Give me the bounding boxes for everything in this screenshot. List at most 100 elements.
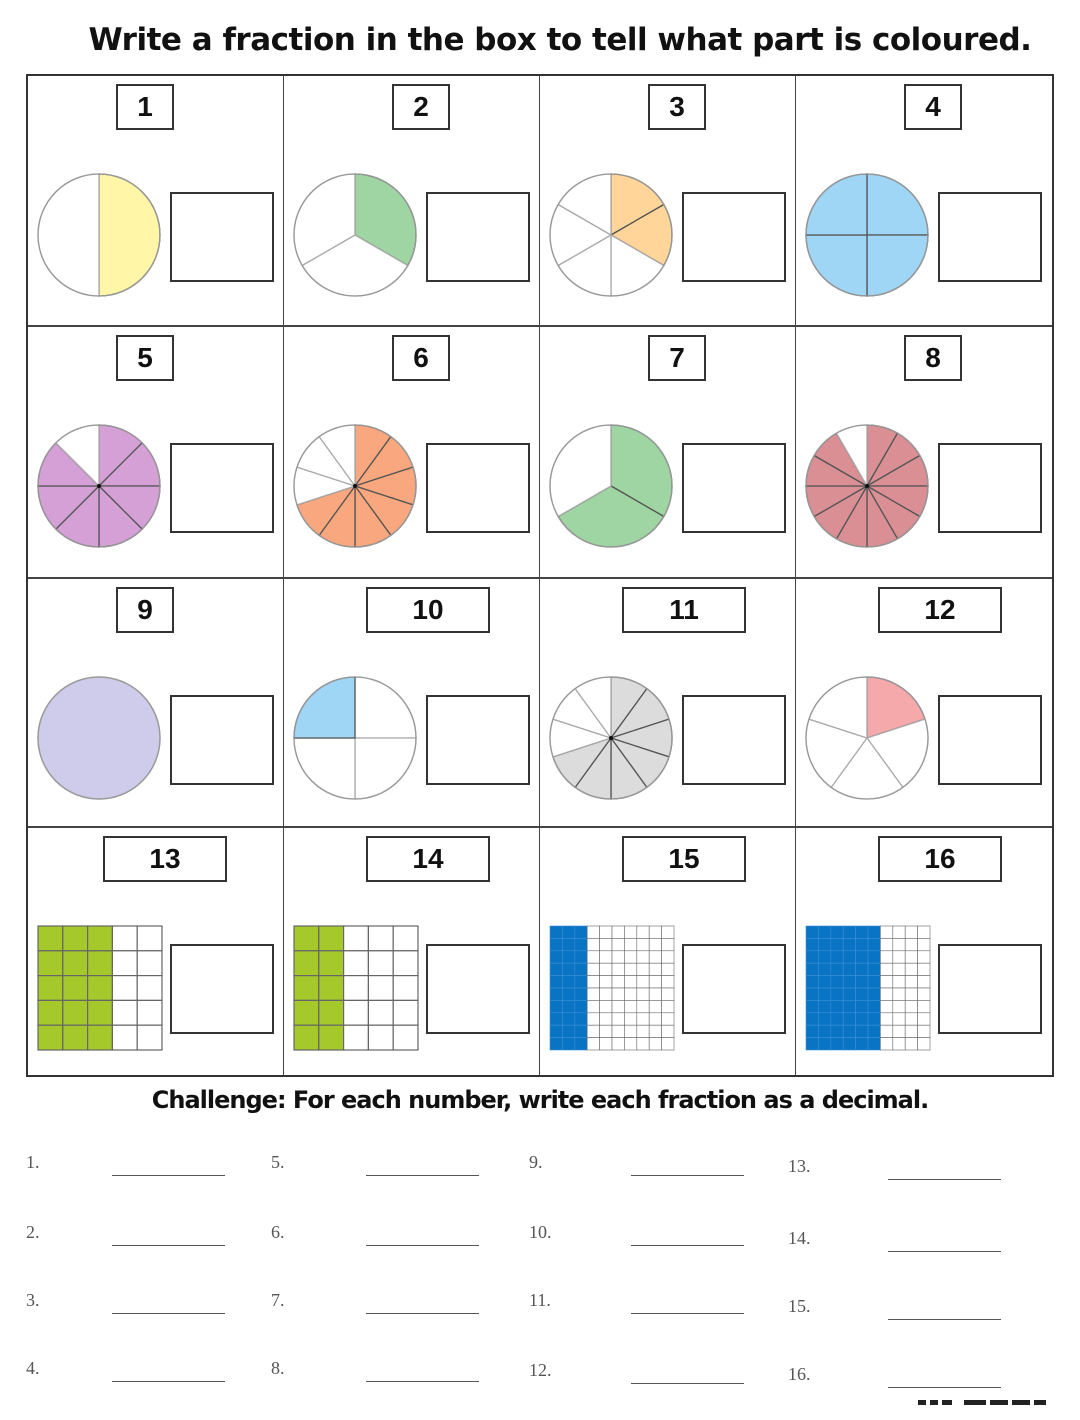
decimal-answer-line[interactable]: [366, 1245, 479, 1246]
square: [892, 975, 906, 989]
square: [586, 1012, 600, 1026]
answer-box[interactable]: [426, 695, 530, 785]
square: [392, 1024, 419, 1051]
square: [611, 950, 625, 964]
square: [611, 987, 625, 1001]
square: [917, 1012, 931, 1026]
colored-square: [62, 1024, 89, 1051]
colored-square: [830, 950, 844, 964]
decimal-answer-line[interactable]: [366, 1381, 479, 1382]
colored-square: [867, 962, 881, 976]
decimal-answer-line[interactable]: [888, 1251, 1001, 1252]
colored-square: [562, 1012, 576, 1026]
answer-box[interactable]: [170, 443, 274, 533]
colored-square: [805, 987, 819, 1001]
decimal-answer-line[interactable]: [112, 1175, 225, 1176]
answer-box[interactable]: [682, 192, 786, 282]
square: [661, 1000, 675, 1014]
decimal-answer-line[interactable]: [366, 1175, 479, 1176]
colored-square: [842, 1012, 856, 1026]
decimal-answer-line[interactable]: [366, 1313, 479, 1314]
decimal-answer-line[interactable]: [631, 1245, 744, 1246]
colored-square: [549, 1024, 563, 1038]
decimal-answer-line[interactable]: [631, 1313, 744, 1314]
colored-square: [830, 962, 844, 976]
problem-number: 7: [648, 335, 706, 381]
colored-square: [830, 938, 844, 952]
decimal-answer-line[interactable]: [112, 1381, 225, 1382]
square: [586, 1037, 600, 1051]
problem-number: 16: [878, 836, 1002, 882]
answer-box[interactable]: [938, 944, 1042, 1034]
colored-square: [805, 1012, 819, 1026]
square: [111, 1024, 138, 1051]
answer-box[interactable]: [426, 443, 530, 533]
answer-box[interactable]: [682, 695, 786, 785]
colored-square: [37, 999, 64, 1026]
answer-box[interactable]: [170, 944, 274, 1034]
square: [599, 1000, 613, 1014]
square: [611, 1037, 625, 1051]
square: [111, 950, 138, 977]
square: [917, 925, 931, 939]
square: [636, 925, 650, 939]
colored-square: [805, 938, 819, 952]
decimal-answer-line[interactable]: [631, 1175, 744, 1176]
colored-square: [855, 1024, 869, 1038]
square: [611, 925, 625, 939]
answer-box[interactable]: [938, 695, 1042, 785]
answer-box[interactable]: [426, 944, 530, 1034]
square: [586, 950, 600, 964]
colored-square: [842, 987, 856, 1001]
square: [904, 938, 918, 952]
colored-square: [62, 950, 89, 977]
square: [111, 925, 138, 952]
colored-square: [37, 950, 64, 977]
colored-square: [867, 1037, 881, 1051]
answer-box[interactable]: [682, 944, 786, 1034]
square: [342, 950, 369, 977]
colored-square: [574, 987, 588, 1001]
colored-square: [842, 925, 856, 939]
square: [661, 975, 675, 989]
decimal-answer-line[interactable]: [888, 1387, 1001, 1388]
square: [648, 1037, 662, 1051]
decimal-answer-line[interactable]: [112, 1245, 225, 1246]
colored-square: [549, 1000, 563, 1014]
decimal-answer-line[interactable]: [888, 1319, 1001, 1320]
colored-square: [574, 1000, 588, 1014]
decimal-answer-line[interactable]: [112, 1313, 225, 1314]
square: [917, 938, 931, 952]
fraction-circle: [37, 424, 161, 548]
problem-grid: 1 2 3 4 5 6 7 8 9 10 11 12 13 14 15 16: [26, 74, 1054, 1077]
colored-square: [830, 987, 844, 1001]
colored-square: [867, 1012, 881, 1026]
challenge-label: 1.: [26, 1152, 40, 1172]
answer-box[interactable]: [938, 192, 1042, 282]
fraction-circle: [37, 676, 161, 800]
colored-square: [818, 962, 832, 976]
colored-square: [830, 1012, 844, 1026]
square: [586, 925, 600, 939]
square: [892, 925, 906, 939]
square: [599, 1024, 613, 1038]
challenge-label: 9.: [529, 1152, 543, 1172]
square: [367, 999, 394, 1026]
answer-box[interactable]: [682, 443, 786, 533]
square: [648, 925, 662, 939]
square: [624, 962, 638, 976]
problem-cell: 15: [540, 828, 796, 1075]
answer-box[interactable]: [426, 192, 530, 282]
square: [636, 1024, 650, 1038]
colored-square: [574, 950, 588, 964]
answer-box[interactable]: [170, 192, 274, 282]
colored-square: [830, 1037, 844, 1051]
decimal-answer-line[interactable]: [631, 1383, 744, 1384]
decimal-answer-line[interactable]: [888, 1179, 1001, 1180]
colored-square: [855, 1037, 869, 1051]
square: [586, 1000, 600, 1014]
answer-box[interactable]: [938, 443, 1042, 533]
colored-square: [842, 1024, 856, 1038]
answer-box[interactable]: [170, 695, 274, 785]
challenge-label: 14.: [788, 1228, 811, 1248]
